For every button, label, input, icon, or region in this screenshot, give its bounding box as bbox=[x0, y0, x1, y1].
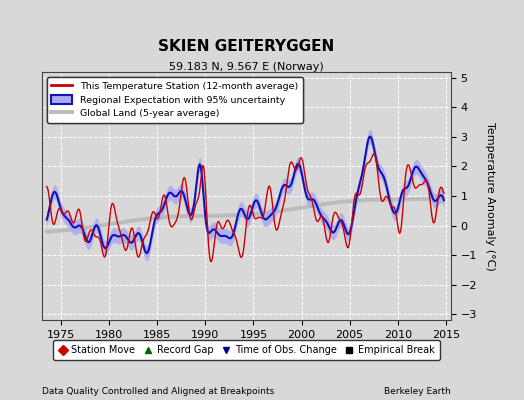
Legend: This Temperature Station (12-month average), Regional Expectation with 95% uncer: This Temperature Station (12-month avera… bbox=[47, 77, 303, 123]
Text: Data Quality Controlled and Aligned at Breakpoints: Data Quality Controlled and Aligned at B… bbox=[42, 387, 274, 396]
Text: SKIEN GEITERYGGEN: SKIEN GEITERYGGEN bbox=[158, 39, 334, 54]
Text: Berkeley Earth: Berkeley Earth bbox=[384, 387, 451, 396]
Y-axis label: Temperature Anomaly (°C): Temperature Anomaly (°C) bbox=[485, 122, 495, 270]
Text: 59.183 N, 9.567 E (Norway): 59.183 N, 9.567 E (Norway) bbox=[169, 62, 324, 72]
Legend: Station Move, Record Gap, Time of Obs. Change, Empirical Break: Station Move, Record Gap, Time of Obs. C… bbox=[53, 340, 440, 360]
